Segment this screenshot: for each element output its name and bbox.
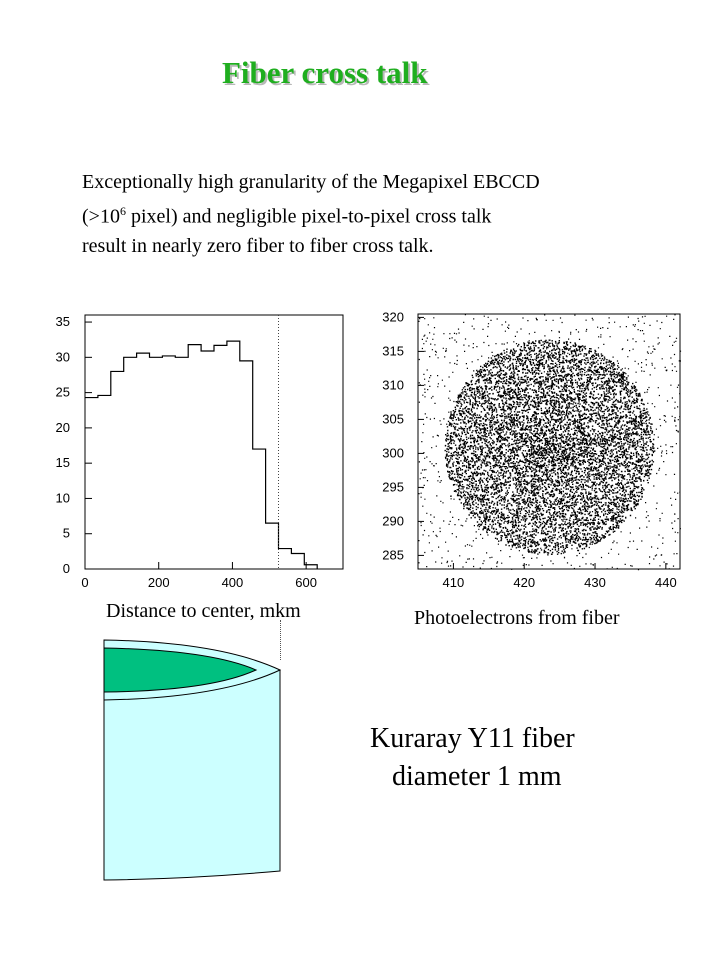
- intro-line-1: Exceptionally high granularity of the Me…: [82, 171, 540, 193]
- histogram-bar: [85, 398, 98, 569]
- intro-prefix: (>10: [82, 205, 120, 228]
- y-tick-label: 300: [382, 445, 404, 460]
- y-tick-label: 15: [56, 455, 70, 470]
- histogram-frame: [84, 314, 344, 570]
- histogram-chart: 0 5 10 15 20 25 30 35 0 200 400 600: [40, 305, 350, 600]
- x-tick-label: 420: [513, 575, 535, 590]
- histogram-bar: [150, 357, 163, 569]
- histogram-bar: [253, 449, 266, 569]
- x-tick-label: 410: [443, 575, 465, 590]
- intro-superscript: 6: [119, 204, 126, 218]
- y-tick-label: 285: [382, 547, 404, 562]
- histogram-bar: [304, 565, 317, 569]
- histogram-bar: [111, 371, 124, 569]
- scatter-chart: 285 290 295 300 305 310 315 320 410 420 430 440: [360, 300, 690, 600]
- fiber-label: Kuraray Y11 fiber diameter 1 mm: [370, 720, 610, 796]
- histogram-bar: [162, 356, 175, 569]
- y-tick-label: 25: [56, 385, 70, 400]
- fiber-illustration: [103, 639, 282, 881]
- page-title: Fiber cross talk: [222, 55, 428, 90]
- y-tick-label: 290: [382, 513, 404, 528]
- x-tick-label: 440: [655, 575, 677, 590]
- marker-dotted-line: [280, 620, 281, 660]
- y-tick-label: 295: [382, 479, 404, 494]
- x-tick-label: 0: [81, 575, 88, 590]
- y-tick-label: 5: [63, 526, 70, 541]
- histogram-bar: [201, 351, 214, 569]
- histogram-bar: [214, 345, 227, 569]
- histogram-bar: [291, 553, 304, 569]
- y-tick-label: 315: [382, 343, 404, 358]
- histogram-bar: [137, 353, 150, 569]
- histogram-bar: [98, 395, 111, 569]
- scatter-points: [418, 314, 682, 571]
- intro-line-2: (>106 pixel) and negligible pixel-to-pix…: [82, 197, 682, 232]
- y-tick-label: 0: [63, 561, 70, 576]
- fiber-label-line-2: diameter 1 mm: [392, 761, 562, 792]
- intro-text: Exceptionally high granularity of the Me…: [82, 168, 682, 261]
- intro-line-3: result in nearly zero fiber to fiber cro…: [82, 234, 434, 257]
- histogram-svg: 0 5 10 15 20 25 30 35 0 200 400 600: [56, 314, 344, 590]
- histogram-bar: [227, 341, 240, 569]
- y-tick-label: 305: [382, 411, 404, 426]
- histogram-bar: [240, 361, 253, 569]
- y-tick-label: 20: [56, 420, 70, 435]
- x-tick-label: 200: [148, 575, 170, 590]
- x-tick-label: 400: [222, 575, 244, 590]
- histogram-bar: [266, 523, 279, 569]
- histogram-xlabel: Distance to center, mkm: [106, 600, 301, 622]
- scatter-xlabel: Photoelectrons from fiber: [414, 607, 620, 629]
- histogram-bar: [124, 357, 137, 569]
- y-tick-label: 320: [382, 309, 404, 324]
- histogram-bar: [279, 549, 292, 569]
- x-tick-label: 430: [584, 575, 606, 590]
- y-tick-label: 30: [56, 349, 70, 364]
- y-tick-label: 35: [56, 314, 70, 329]
- fiber-cladding-body: [103, 669, 281, 881]
- intro-line-2-text: pixel) and negligible pixel-to-pixel cro…: [130, 205, 492, 228]
- fiber-core: [103, 647, 258, 693]
- scatter-frame: [417, 313, 681, 570]
- y-tick-label: 10: [56, 490, 70, 505]
- scatter-svg: 285 290 295 300 305 310 315 320 410 420 430 440: [382, 309, 682, 590]
- histogram-outline: [85, 340, 318, 569]
- x-tick-label: 600: [295, 575, 317, 590]
- histogram-bar: [188, 345, 201, 569]
- histogram-bar: [175, 357, 188, 569]
- fiber-label-line-1: Kuraray Y11 fiber: [370, 723, 575, 754]
- y-tick-label: 310: [382, 377, 404, 392]
